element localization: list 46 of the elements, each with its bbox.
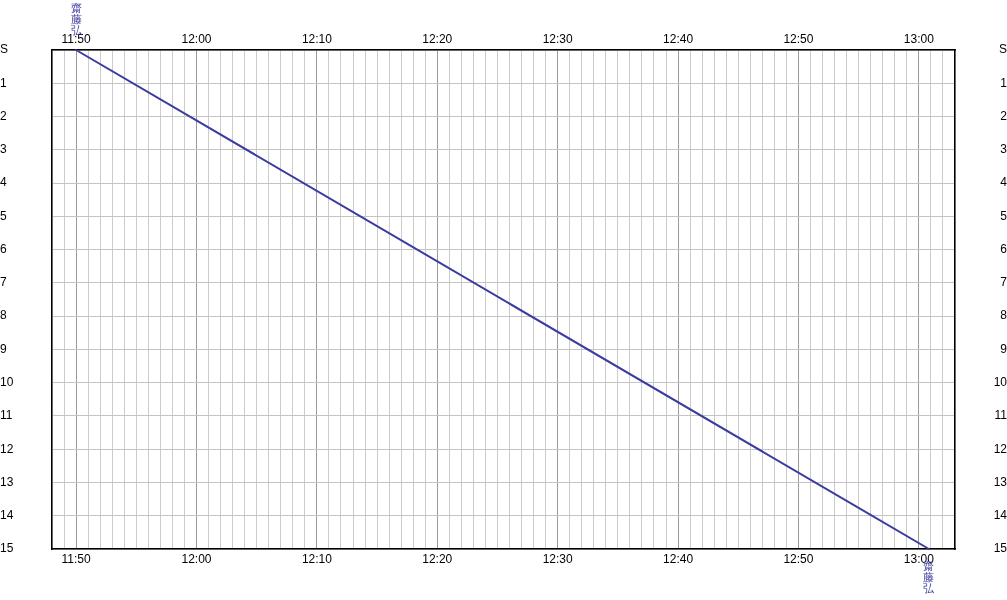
x-tick-label: 12:00 <box>181 551 212 566</box>
y-tick-label: S <box>0 42 9 57</box>
y-tick-label: 7 <box>0 275 7 290</box>
y-tick-label: 13 <box>0 474 14 489</box>
y2-tick-label: 14 <box>993 508 1007 523</box>
y2-tick-label: 5 <box>1000 208 1007 223</box>
y2-tick-label: 12 <box>993 441 1007 456</box>
x2-tick-label: 12:50 <box>783 32 814 47</box>
y2-tick-label: 7 <box>1000 275 1007 290</box>
y-tick-label: 11 <box>0 408 13 423</box>
y2-tick-label: 4 <box>1000 175 1007 190</box>
y-tick-label: 8 <box>0 308 7 323</box>
y-tick-label: 2 <box>0 108 7 123</box>
y2-tick-label: 2 <box>1000 108 1007 123</box>
y2-tick-label: 1 <box>1000 75 1007 90</box>
y-tick-label: 14 <box>0 508 14 523</box>
x-tick-label: 12:20 <box>422 551 453 566</box>
x2-tick-label: 12:00 <box>181 32 212 47</box>
x-tick-label: 11:50 <box>61 551 91 566</box>
y-tick-label: 4 <box>0 175 7 190</box>
y2-tick-label: 10 <box>993 374 1007 389</box>
x2-tick-label: 12:40 <box>663 32 694 47</box>
y2-tick-label: 8 <box>1000 308 1007 323</box>
y-tick-label: 6 <box>0 241 7 256</box>
y-tick-label: 12 <box>0 441 14 456</box>
x2-tick-label: 12:20 <box>422 32 453 47</box>
y2-tick-label: 13 <box>993 474 1007 489</box>
y2-tick-label: 3 <box>1000 142 1007 157</box>
y-tick-label: 15 <box>0 541 14 556</box>
x-tick-label: 12:30 <box>542 551 574 566</box>
y2-tick-label: 9 <box>1000 341 1007 356</box>
x2-tick-label: 12:30 <box>542 32 574 47</box>
y-tick-label: 5 <box>0 208 7 223</box>
x-tick-label: 12:10 <box>301 551 333 566</box>
y2-tick-label: 11 <box>994 408 1007 423</box>
y2-tick-label: 15 <box>993 541 1007 556</box>
x-tick-label: 12:50 <box>783 551 814 566</box>
x-tick-label: 12:40 <box>663 551 694 566</box>
y-tick-label: 3 <box>0 142 7 157</box>
y-tick-label: 1 <box>0 75 7 90</box>
y2-tick-label: S <box>998 42 1007 57</box>
x2-tick-label: 13:00 <box>903 32 935 47</box>
y-tick-label: 9 <box>0 341 7 356</box>
y-tick-label: 10 <box>0 374 14 389</box>
y2-tick-label: 6 <box>1000 241 1007 256</box>
x2-tick-label: 12:10 <box>301 32 333 47</box>
